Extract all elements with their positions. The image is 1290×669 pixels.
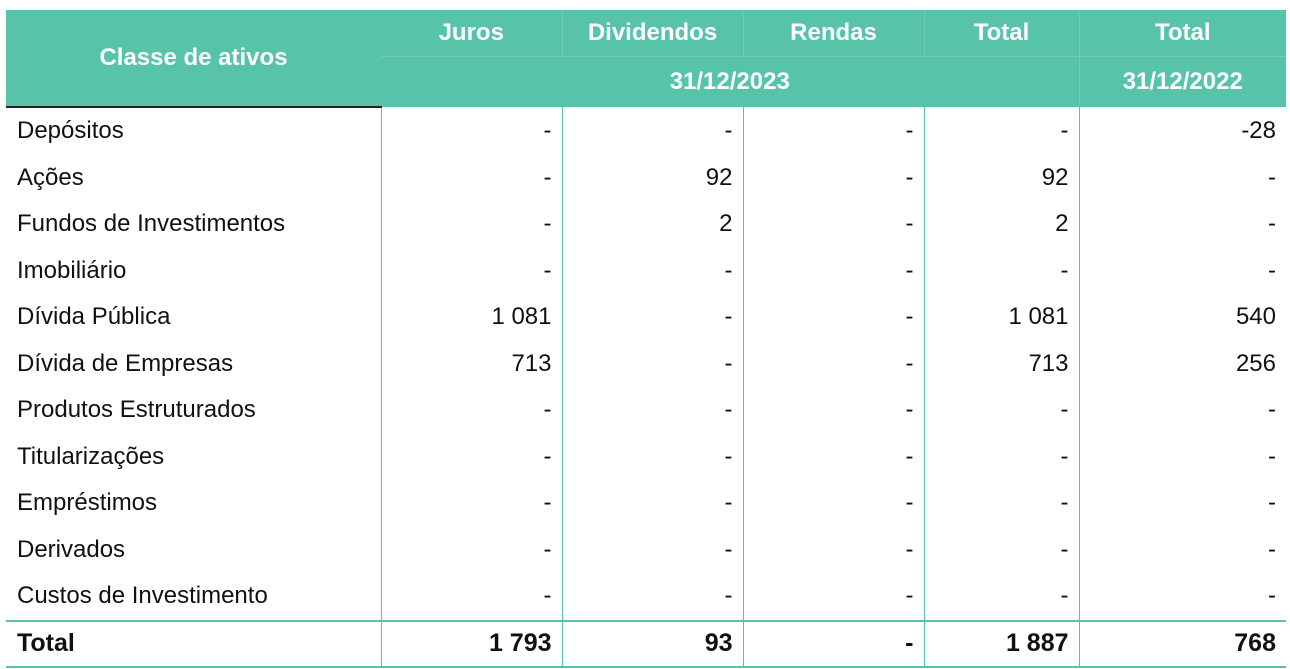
table-row: Ações -92-92-: [6, 154, 1286, 201]
total-juros: 1 793: [380, 619, 562, 668]
cell-dividendos: -: [561, 433, 743, 480]
total-row: Total 1 793 93 - 1 887 768: [6, 619, 1286, 668]
table-row: Fundos de Investimentos -2-2-: [6, 201, 1286, 248]
total-2023-header: Total: [923, 10, 1079, 57]
cell-rendas: -: [742, 294, 924, 341]
asset-class-name: Titularizações: [17, 442, 165, 470]
cell-dividendos: -: [561, 573, 743, 621]
cell-total-2023: -: [923, 387, 1079, 434]
table-row: Dívida de Empresas 713- -713 256: [6, 340, 1286, 387]
cell-juros: 713: [380, 340, 562, 387]
cell-total-2023: -: [923, 573, 1079, 621]
total-2022-header: Total: [1078, 10, 1286, 57]
juros-header: Juros: [381, 10, 562, 57]
table-row: Titularizações - - - - -: [6, 433, 1286, 480]
table-row: Empréstimos - - - - -: [6, 480, 1286, 527]
cell-dividendos: -: [561, 387, 743, 434]
asset-class-name: Produtos Estruturados: [17, 396, 256, 424]
period-2023-header: 31/12/2023: [381, 56, 1079, 107]
asset-class-name: Empréstimos: [17, 489, 158, 517]
cell-juros: -: [380, 247, 562, 294]
dividendos-header: Dividendos: [561, 10, 743, 57]
cell-juros: -: [380, 573, 562, 621]
cell-total-2022: 540: [1078, 294, 1286, 341]
cell-total-2023: -: [923, 247, 1079, 294]
cell-dividendos: -: [561, 526, 743, 573]
cell-juros: -: [380, 433, 562, 480]
cell-total-2023: -: [923, 433, 1079, 480]
cell-total-2022: -: [1078, 573, 1286, 621]
cell-dividendos: -: [561, 480, 743, 527]
cell-total-2022: -: [1078, 201, 1286, 248]
cell-total-2023: 2: [923, 201, 1079, 248]
cell-juros: -: [380, 107, 562, 155]
cell-dividendos: -: [561, 294, 743, 341]
cell-dividendos: -: [561, 340, 743, 387]
cell-rendas: -: [742, 340, 924, 387]
cell-rendas: -: [742, 433, 924, 480]
rendas-header: Rendas: [742, 10, 924, 57]
total-total-2022: 768: [1078, 619, 1286, 668]
cell-total-2022: -: [1078, 480, 1286, 527]
cell-rendas: -: [742, 526, 924, 573]
cell-dividendos: 2: [561, 201, 743, 248]
asset-class-name: Imobiliário: [17, 256, 127, 284]
cell-total-2022: -: [1078, 433, 1286, 480]
asset-class-name: Dívida Pública: [17, 303, 171, 331]
cell-total-2022: -: [1078, 247, 1286, 294]
asset-class-name: Derivados: [17, 535, 126, 563]
cell-total-2023: 92: [923, 154, 1079, 201]
cell-dividendos: -: [561, 107, 743, 155]
table-row: Produtos Estruturados - - - - -: [6, 387, 1286, 434]
cell-total-2022: 256: [1078, 340, 1286, 387]
asset-class-name: Custos de Investimento: [17, 582, 268, 610]
cell-rendas: -: [742, 480, 924, 527]
asset-class-name: Ações: [17, 163, 84, 191]
cell-juros: -: [380, 480, 562, 527]
investment-income-table: Classe de ativos Juros Dividendos Rendas…: [6, 10, 1286, 668]
cell-total-2023: -: [923, 526, 1079, 573]
cell-rendas: -: [742, 573, 924, 621]
cell-total-2022: -: [1078, 154, 1286, 201]
cell-dividendos: -: [561, 247, 743, 294]
period-2022-header: 31/12/2022: [1078, 56, 1286, 107]
asset-class-name: Dívida de Empresas: [17, 349, 234, 377]
cell-juros: -: [380, 201, 562, 248]
cell-total-2023: 713: [923, 340, 1079, 387]
table-body: Depósitos - - - - -28 Ações -92-92- Fundos de In…: [6, 107, 1286, 668]
cell-total-2022: -: [1078, 526, 1286, 573]
table-row: Imobiliário - - - - -: [6, 247, 1286, 294]
total-dividendos: 93: [561, 619, 743, 668]
total-rendas: -: [742, 619, 924, 668]
cell-juros: -: [380, 387, 562, 434]
table-row: Custos de Investimento - - - - -: [6, 573, 1286, 621]
cell-rendas: -: [742, 201, 924, 248]
cell-total-2023: -: [923, 107, 1079, 155]
cell-juros: -: [380, 526, 562, 573]
cell-juros: -: [380, 154, 562, 201]
total-total-2023: 1 887: [923, 619, 1079, 668]
cell-rendas: -: [742, 154, 924, 201]
cell-total-2023: -: [923, 480, 1079, 527]
table-row: Dívida Pública 1 081- -1 081 540: [6, 294, 1286, 341]
header-row-periods: 31/12/2023 31/12/2022: [6, 56, 1286, 107]
cell-rendas: -: [742, 107, 924, 155]
asset-class-name: Fundos de Investimentos: [17, 210, 286, 238]
cell-rendas: -: [742, 387, 924, 434]
header-row-columns: Classe de ativos Juros Dividendos Rendas…: [6, 10, 1286, 108]
cell-total-2022: -: [1078, 387, 1286, 434]
asset-class-header: Classe de ativos: [6, 10, 381, 108]
cell-rendas: -: [742, 247, 924, 294]
cell-dividendos: 92: [561, 154, 743, 201]
total-label: Total: [6, 619, 381, 668]
cell-juros: 1 081: [380, 294, 562, 341]
asset-class-name: Depósitos: [17, 117, 124, 145]
cell-total-2023: 1 081: [923, 294, 1079, 341]
table-row: Depósitos - - - - -28: [6, 107, 1286, 155]
table-row: Derivados - - - - -: [6, 526, 1286, 573]
cell-total-2022: -28: [1078, 107, 1286, 155]
